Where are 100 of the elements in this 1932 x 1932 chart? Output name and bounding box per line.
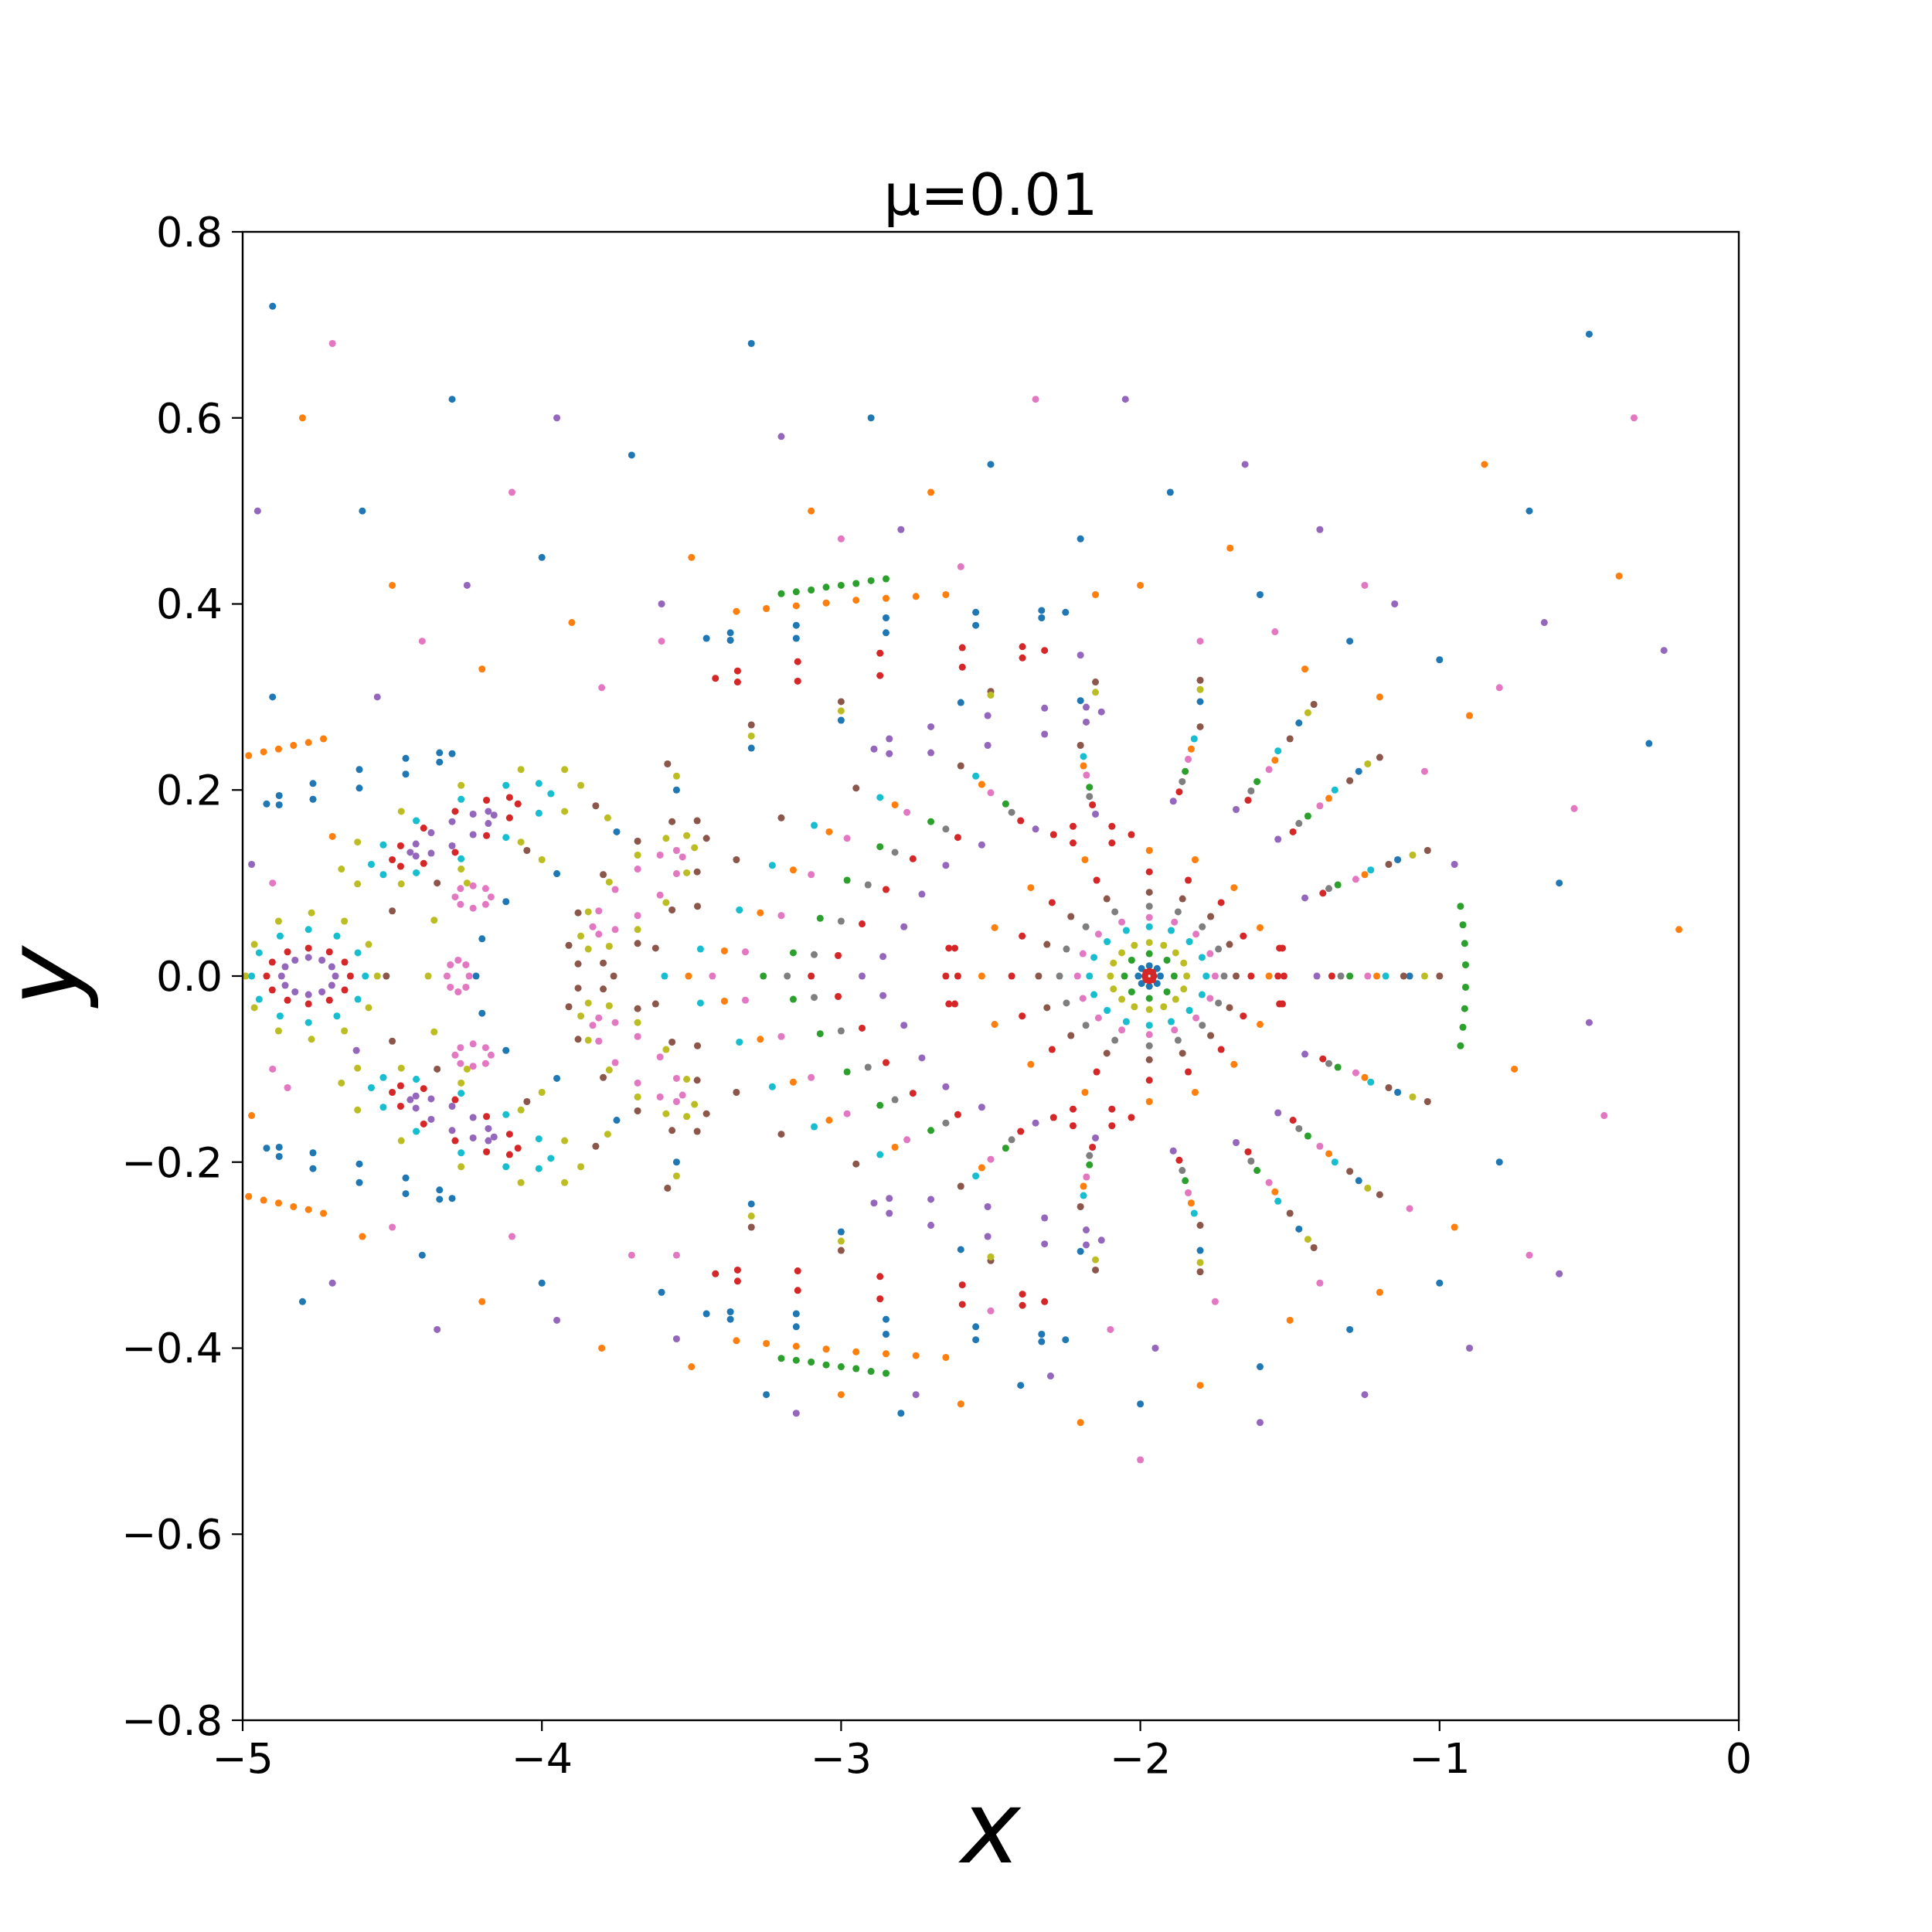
point	[1169, 1147, 1177, 1155]
point	[1274, 1109, 1282, 1117]
point	[789, 995, 797, 1003]
point	[733, 1266, 741, 1274]
point	[420, 1085, 427, 1093]
point	[811, 1123, 818, 1131]
point	[538, 553, 546, 561]
point	[1145, 982, 1153, 990]
point	[1151, 1345, 1159, 1352]
point	[634, 837, 641, 845]
point	[434, 1325, 441, 1333]
point	[1017, 1128, 1025, 1135]
point	[991, 923, 998, 931]
point	[942, 590, 950, 598]
point	[852, 1160, 860, 1168]
point	[1153, 980, 1161, 988]
point	[481, 885, 489, 893]
point	[1041, 1298, 1049, 1305]
point	[328, 832, 336, 840]
point	[1361, 581, 1369, 589]
point	[613, 1117, 621, 1124]
point	[1256, 1419, 1264, 1427]
point	[457, 1149, 465, 1157]
point	[508, 488, 515, 496]
point	[1043, 940, 1051, 948]
point	[1032, 396, 1039, 403]
point	[304, 739, 312, 747]
point	[835, 952, 842, 960]
point	[1409, 1093, 1417, 1100]
point	[702, 1110, 710, 1117]
x-tick-label: 0	[1725, 1734, 1753, 1783]
point	[577, 1163, 585, 1171]
point	[1137, 581, 1145, 589]
point	[605, 942, 613, 950]
point	[1215, 999, 1223, 1007]
point	[1019, 643, 1026, 651]
point	[859, 920, 866, 928]
point	[457, 1163, 465, 1171]
point	[662, 1110, 670, 1117]
point	[837, 535, 845, 543]
point	[634, 1079, 641, 1087]
point	[502, 1111, 510, 1118]
point	[882, 614, 889, 622]
point	[309, 1149, 317, 1157]
point	[668, 1127, 676, 1134]
point	[1145, 889, 1153, 896]
x-axis-title: x	[957, 1769, 1022, 1886]
point	[427, 1095, 435, 1103]
point	[742, 996, 749, 1004]
point	[736, 1038, 743, 1046]
point	[448, 842, 456, 849]
point	[794, 1287, 801, 1294]
point	[424, 972, 432, 980]
point	[628, 1251, 635, 1259]
point	[1138, 964, 1145, 972]
point	[634, 866, 641, 873]
point	[1352, 876, 1359, 883]
point	[1083, 703, 1090, 711]
point	[1630, 414, 1638, 422]
point	[1108, 839, 1116, 847]
point	[368, 861, 375, 869]
point	[1556, 1270, 1563, 1277]
point	[1394, 856, 1402, 864]
point	[397, 1137, 405, 1145]
point	[763, 1339, 770, 1347]
point	[255, 995, 263, 1003]
point	[568, 619, 576, 627]
point	[1451, 861, 1458, 869]
point	[469, 904, 477, 912]
point	[1174, 1036, 1182, 1044]
point	[1145, 1022, 1153, 1029]
point	[1600, 1112, 1608, 1120]
point	[1008, 808, 1015, 816]
point	[1316, 526, 1324, 533]
point	[577, 932, 585, 940]
point	[1199, 923, 1206, 930]
point	[547, 790, 555, 798]
point	[1183, 972, 1191, 980]
point	[397, 808, 405, 815]
point	[1436, 972, 1444, 980]
point	[1128, 988, 1135, 995]
point	[469, 1063, 477, 1070]
point	[487, 1051, 495, 1059]
point	[958, 1281, 966, 1289]
point	[483, 832, 491, 839]
point	[1145, 1031, 1153, 1039]
point	[448, 1103, 456, 1111]
point	[1207, 913, 1215, 920]
point	[1382, 972, 1389, 980]
point	[1256, 1021, 1264, 1029]
point	[1372, 972, 1380, 980]
point	[553, 414, 561, 422]
point	[328, 339, 336, 347]
point	[565, 1003, 573, 1011]
point	[1526, 1251, 1533, 1259]
point	[954, 972, 961, 980]
point	[672, 870, 680, 878]
point	[837, 1237, 845, 1245]
point	[1196, 685, 1204, 693]
point	[1067, 913, 1075, 920]
